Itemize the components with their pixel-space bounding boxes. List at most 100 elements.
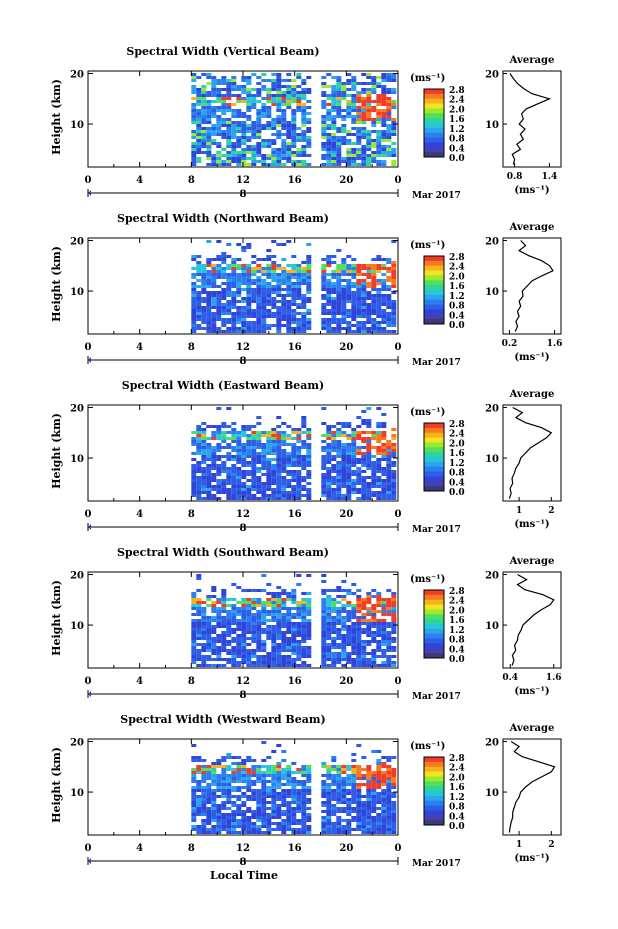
heatmap-cell xyxy=(221,634,227,637)
heatmap-cell xyxy=(306,786,312,789)
heatmap-cell xyxy=(236,115,242,118)
heatmap-cell xyxy=(376,315,382,318)
heatmap-cell xyxy=(391,455,397,458)
heatmap-cell xyxy=(231,279,237,282)
heatmap-cell xyxy=(256,324,262,327)
heatmap-cell xyxy=(221,324,227,327)
heatmap-cell xyxy=(321,589,327,592)
heatmap-cell xyxy=(201,282,207,285)
heatmap-cell xyxy=(386,103,392,106)
heatmap-cell xyxy=(201,321,207,324)
heatmap-cell xyxy=(301,133,307,136)
heatmap-cell xyxy=(296,628,302,631)
heatmap-cell xyxy=(391,804,397,807)
heatmap-cell xyxy=(246,94,252,97)
heatmap-cell xyxy=(246,661,252,664)
heatmap-cell xyxy=(226,437,232,440)
heatmap-cell xyxy=(351,485,357,488)
heatmap-cell xyxy=(361,267,367,270)
heatmap-cell xyxy=(211,777,217,780)
heatmap-cell xyxy=(261,312,267,315)
heatmap-cell xyxy=(366,664,372,667)
panel-title: Spectral Width (Southward Beam) xyxy=(117,546,329,559)
heatmap-cell xyxy=(231,607,237,610)
heatmap-cell xyxy=(351,771,357,774)
heatmap-cell xyxy=(241,318,247,321)
heatmap-cell xyxy=(276,440,282,443)
heatmap-cell xyxy=(206,819,212,822)
heatmap-cell xyxy=(226,139,232,142)
heatmap-cell xyxy=(331,446,337,449)
heatmap-cell xyxy=(271,494,277,497)
heatmap-cell xyxy=(201,613,207,616)
heatmap-cell xyxy=(336,491,342,494)
heatmap-cell xyxy=(286,294,292,297)
heatmap-cell xyxy=(326,637,332,640)
heatmap-cell xyxy=(206,774,212,777)
heatmap-cell xyxy=(281,479,287,482)
heatmap-cell xyxy=(286,97,292,100)
heatmap-cell xyxy=(226,446,232,449)
heatmap-cell xyxy=(251,440,257,443)
heatmap-cell xyxy=(361,103,367,106)
heatmap-cell xyxy=(281,819,287,822)
heatmap-cell xyxy=(226,443,232,446)
heatmap-cell xyxy=(221,780,227,783)
heatmap-cell xyxy=(246,321,252,324)
heatmap-cell xyxy=(341,443,347,446)
heatmap-cell xyxy=(241,831,247,834)
heatmap-cell xyxy=(281,297,287,300)
heatmap-cell xyxy=(361,303,367,306)
heatmap-cell xyxy=(321,118,327,121)
heatmap-cell xyxy=(226,831,232,834)
heatmap-cell xyxy=(381,637,387,640)
heatmap-cell xyxy=(296,428,302,431)
heatmap-cell xyxy=(271,303,277,306)
heatmap-cell xyxy=(351,658,357,661)
heatmap-cell xyxy=(301,807,307,810)
heatmap-cell xyxy=(241,76,247,79)
heatmap-cell xyxy=(376,643,382,646)
heatmap-cell xyxy=(356,285,362,288)
heatmap-cell xyxy=(216,163,222,166)
heatmap-cell xyxy=(246,297,252,300)
heatmap-cell xyxy=(241,795,247,798)
heatmap-cell xyxy=(201,273,207,276)
heatmap-cell xyxy=(226,300,232,303)
heatmap-cell xyxy=(191,327,197,330)
heatmap-cell xyxy=(196,294,202,297)
heatmap-cell xyxy=(286,282,292,285)
heatmap-cell xyxy=(271,315,277,318)
heatmap-cell xyxy=(291,273,297,276)
colorbar-frame xyxy=(423,88,445,158)
x-tick-label: 16 xyxy=(288,843,302,854)
heatmap-cell xyxy=(231,810,237,813)
heatmap-cell xyxy=(326,494,332,497)
heatmap-cell xyxy=(331,160,337,163)
heatmap-cell xyxy=(271,270,277,273)
heatmap-cell xyxy=(231,771,237,774)
heatmap-cell xyxy=(391,321,397,324)
heatmap-cell xyxy=(276,285,282,288)
heatmap-cell xyxy=(346,255,352,258)
heatmap-cell xyxy=(391,628,397,631)
heatmap-cell xyxy=(246,655,252,658)
heatmap-cell xyxy=(326,786,332,789)
heatmap-cell xyxy=(201,285,207,288)
heatmap-cell xyxy=(226,828,232,831)
heatmap-cell xyxy=(276,804,282,807)
heatmap-cell xyxy=(376,634,382,637)
heatmap-cell xyxy=(201,428,207,431)
heatmap-cell xyxy=(256,130,262,133)
heatmap-cell xyxy=(291,458,297,461)
heatmap-cell xyxy=(326,819,332,822)
heatmap-cell xyxy=(236,822,242,825)
heatmap-cell xyxy=(196,482,202,485)
heatmap-cell xyxy=(276,82,282,85)
heatmap-cell xyxy=(346,288,352,291)
heatmap-cell xyxy=(346,270,352,273)
heatmap-cell xyxy=(256,100,262,103)
heatmap-cell xyxy=(291,613,297,616)
heatmap-cell xyxy=(236,243,242,246)
heatmap-cell xyxy=(201,133,207,136)
